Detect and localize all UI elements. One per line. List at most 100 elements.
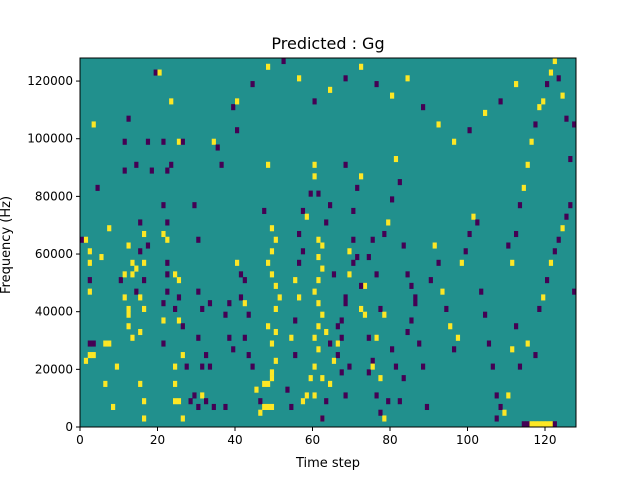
heatmap-cell-high — [134, 265, 139, 272]
heatmap-cell-low — [568, 202, 573, 209]
heatmap-cell-low — [231, 104, 236, 111]
heatmap-cell-high — [126, 311, 131, 318]
heatmap-cell-high — [440, 288, 445, 295]
heatmap-cell-low — [289, 403, 294, 411]
heatmap-cell-high — [269, 403, 275, 411]
heatmap-cell-low — [572, 288, 577, 295]
heatmap-cell-high — [235, 98, 240, 105]
heatmap-cell-high — [378, 375, 383, 382]
heatmap-cell-low — [192, 202, 197, 209]
heatmap-cell-high — [359, 305, 364, 312]
heatmap-cell-high — [483, 109, 488, 116]
heatmap-cell-low — [169, 161, 174, 168]
heatmap-cell-high — [262, 380, 267, 387]
heatmap-cell-low — [258, 398, 263, 405]
heatmap-cell-high — [304, 213, 309, 220]
heatmap-cell-low — [165, 167, 170, 174]
heatmap-cells — [80, 58, 577, 428]
heatmap-cell-high — [142, 230, 147, 238]
heatmap-cell-high — [293, 277, 298, 284]
heatmap-cell-low — [204, 352, 209, 359]
heatmap-cell-low — [227, 334, 232, 341]
heatmap-cell-high — [103, 340, 108, 347]
heatmap-cell-low — [568, 156, 573, 163]
heatmap-cell-high — [277, 294, 282, 301]
x-tick-label: 20 — [150, 433, 165, 447]
heatmap-cell-high — [560, 92, 565, 99]
heatmap-cell-high — [142, 259, 147, 266]
heatmap-cell-high — [320, 242, 325, 249]
heatmap-cell-high — [506, 392, 511, 399]
y-tick-label: 0 — [65, 420, 73, 434]
heatmap-cell-high — [324, 328, 329, 336]
heatmap-cell-low — [328, 340, 333, 347]
heatmap-cell-low — [490, 363, 495, 370]
heatmap-cell-high — [448, 323, 453, 330]
heatmap-cell-high — [405, 75, 410, 82]
heatmap-cell-high — [111, 403, 116, 411]
heatmap-cell-high — [122, 294, 127, 301]
heatmap-cell-high — [211, 138, 216, 145]
heatmap-cell-high — [262, 403, 267, 411]
heatmap-cell-low — [436, 259, 441, 266]
heatmap-cell-low — [467, 230, 472, 238]
plot-area — [79, 57, 577, 428]
heatmap-cell-high — [273, 236, 278, 243]
heatmap-cell-low — [421, 363, 426, 370]
heatmap-cell-low — [211, 403, 216, 411]
heatmap-cell-low — [200, 305, 205, 312]
heatmap-cell-high — [359, 63, 364, 70]
heatmap-cell-high — [533, 421, 538, 428]
heatmap-cell-low — [498, 98, 503, 105]
heatmap-cell-high — [266, 380, 271, 387]
heatmap-cell-high — [269, 271, 275, 278]
heatmap-cell-low — [134, 288, 139, 295]
heatmap-cell-low — [91, 340, 96, 347]
heatmap-cell-high — [200, 392, 205, 399]
heatmap-cell-low — [285, 386, 290, 393]
x-tick-label: 100 — [456, 433, 479, 447]
heatmap-cell-high — [258, 409, 263, 416]
heatmap-cell-low — [223, 311, 228, 318]
heatmap-cell-low — [545, 81, 550, 88]
heatmap-cell-low — [134, 161, 139, 168]
heatmap-cell-high — [176, 138, 182, 145]
x-tick-label: 60 — [305, 433, 320, 447]
heatmap-cell-low — [347, 363, 352, 370]
y-tick-label: 120000 — [27, 74, 73, 88]
heatmap-cell-low — [370, 357, 375, 364]
heatmap-cell-low — [390, 346, 395, 353]
heatmap-cell-low — [483, 311, 488, 318]
heatmap-cell-low — [308, 190, 313, 197]
heatmap-cell-high — [269, 369, 275, 376]
heatmap-cell-high — [316, 323, 321, 330]
heatmap-cell-low — [351, 236, 356, 243]
heatmap-cell-high — [308, 375, 313, 382]
heatmap-cell-high — [312, 392, 317, 399]
heatmap-cell-low — [409, 282, 414, 289]
heatmap-cell-low — [343, 300, 348, 307]
heatmap-cell-low — [142, 277, 147, 284]
heatmap-cell-high — [390, 92, 395, 99]
heatmap-cell-high — [103, 380, 108, 387]
heatmap-cell-low — [351, 207, 356, 214]
heatmap-cell-low — [300, 207, 306, 214]
heatmap-cell-high — [142, 415, 147, 422]
heatmap-cell-low — [250, 363, 255, 370]
heatmap-cell-high — [273, 305, 278, 312]
chart-title: Predicted : Gg — [271, 34, 384, 53]
y-tick-label: 60000 — [35, 247, 73, 261]
heatmap-cell-high — [432, 242, 437, 249]
heatmap-cell-low — [165, 271, 170, 278]
heatmap-cell-high — [316, 236, 321, 243]
heatmap-cell-high — [107, 340, 112, 347]
heatmap-cell-low — [545, 277, 550, 284]
heatmap-cell-high — [180, 352, 185, 359]
heatmap-cell-low — [80, 236, 85, 243]
heatmap-cell-high — [114, 363, 120, 370]
heatmap-cell-high — [289, 334, 294, 341]
heatmap-cell-low — [382, 230, 387, 238]
heatmap-cell-high — [138, 380, 143, 387]
heatmap-cell-low — [293, 317, 298, 324]
heatmap-cell-low — [405, 271, 410, 278]
